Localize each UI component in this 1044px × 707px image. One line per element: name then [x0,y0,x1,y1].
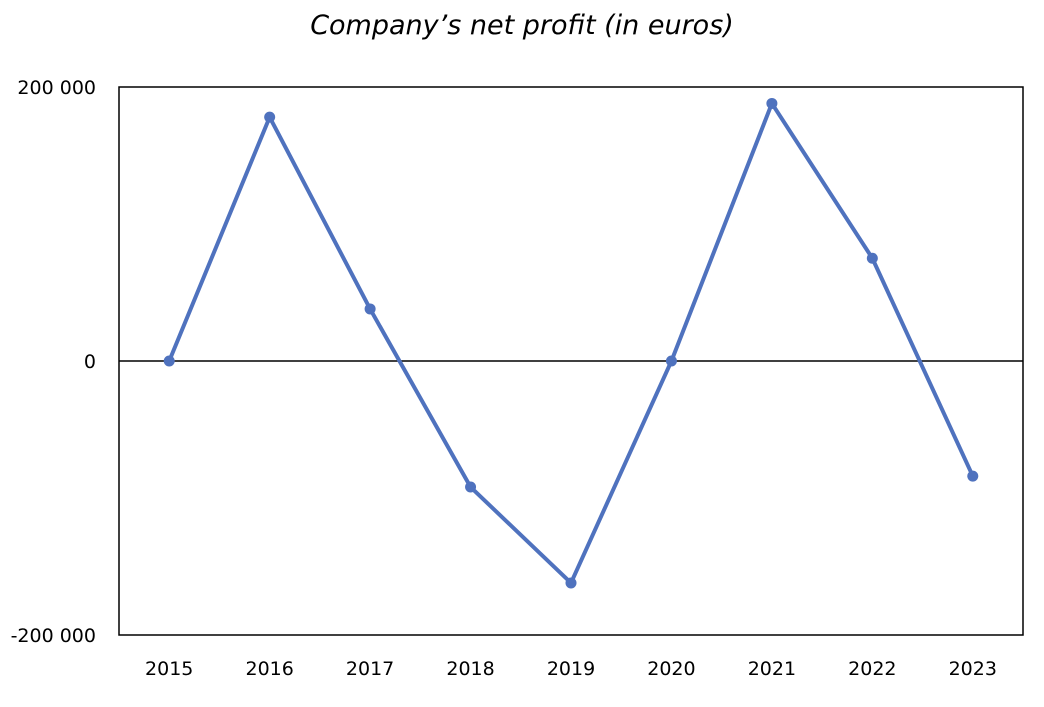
x-tick-label: 2020 [647,658,695,680]
x-tick-label: 2015 [145,658,193,680]
chart-title: Company’s net profit (in euros) [310,10,734,41]
x-tick-label: 2023 [949,658,997,680]
data-point [364,303,376,315]
x-tick-label: 2018 [446,658,494,680]
series-line [167,101,975,585]
data-point [163,355,175,367]
x-axis-ticks: 2015 2016 2017 2018 2019 2020 2021 2022 2023 [145,658,997,680]
data-point [967,470,979,482]
y-tick-label: -200 000 [11,625,96,647]
y-tick-label: 200 000 [17,77,96,99]
data-point [565,577,577,589]
y-tick-label: 0 [84,351,96,373]
x-tick-label: 2017 [346,658,394,680]
series-group [163,97,979,589]
y-axis-ticks: 200 000 0 -200 000 [11,77,96,647]
x-tick-label: 2022 [848,658,896,680]
data-point [465,481,477,493]
x-tick-label: 2021 [748,658,796,680]
data-point [866,252,878,264]
data-point [665,355,677,367]
data-point [264,111,276,123]
x-tick-label: 2019 [547,658,595,680]
x-tick-label: 2016 [245,658,293,680]
data-point [766,97,778,109]
